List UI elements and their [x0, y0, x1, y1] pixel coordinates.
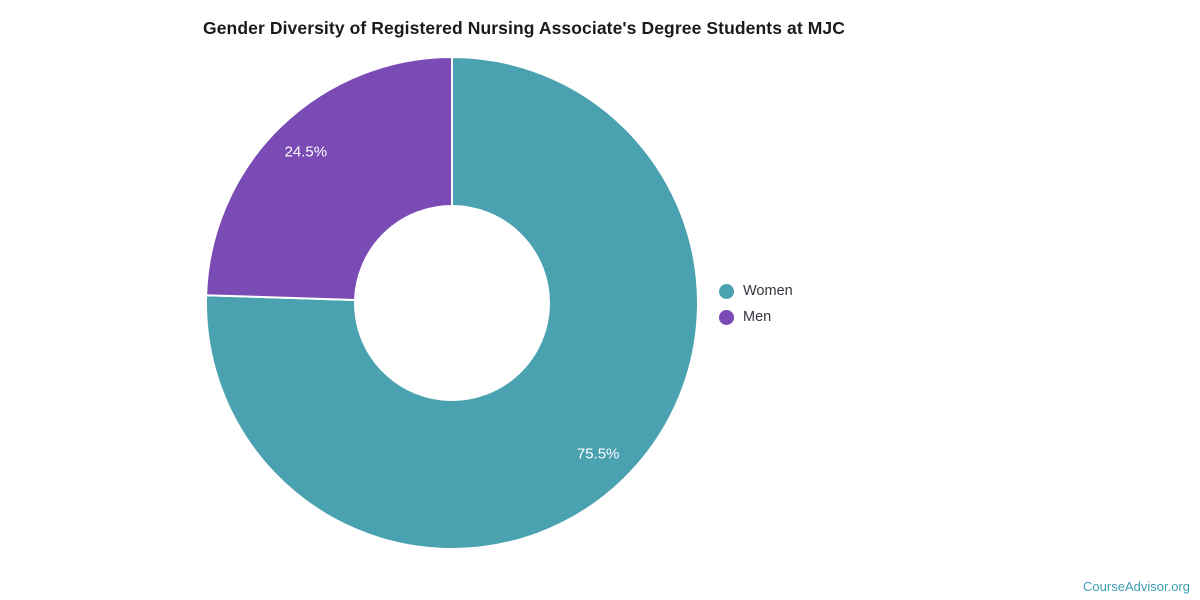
slice-value-label-women: 75.5%	[577, 445, 620, 462]
chart-title: Gender Diversity of Registered Nursing A…	[203, 18, 845, 38]
slice-value-label-men: 24.5%	[285, 144, 328, 161]
legend-swatch-men-icon	[719, 309, 734, 325]
legend-item-women[interactable]: Women	[719, 278, 793, 304]
legend-label-men: Men	[743, 308, 772, 325]
legend-item-men[interactable]: Men	[719, 304, 793, 330]
legend-swatch-women-icon	[719, 283, 734, 299]
legend-label-women: Women	[743, 282, 793, 299]
pie-slice-women[interactable]	[205, 56, 699, 550]
pie-slice-men[interactable]	[205, 56, 453, 301]
chart-legend: Women Men	[719, 278, 793, 330]
watermark-link[interactable]: CourseAdvisor.org	[1083, 579, 1190, 594]
